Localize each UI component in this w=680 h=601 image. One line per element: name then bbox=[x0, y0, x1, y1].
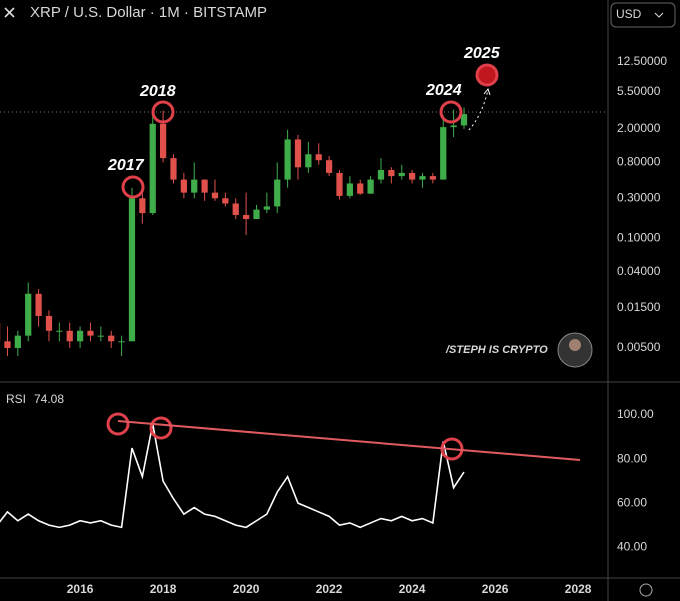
candle-body bbox=[315, 154, 322, 161]
x-tick-label: 2018 bbox=[150, 582, 177, 596]
x-tick-label: 2016 bbox=[67, 582, 94, 596]
candle-body bbox=[450, 125, 457, 128]
rsi-tick-label: 60.00 bbox=[617, 495, 647, 509]
candle-body bbox=[325, 160, 333, 173]
candle-body bbox=[357, 183, 364, 194]
candle-body bbox=[76, 330, 84, 342]
annotation-label: 2018 bbox=[139, 83, 176, 100]
y-tick-label: 2.00000 bbox=[617, 121, 661, 135]
candle-body bbox=[398, 172, 405, 177]
candle-body bbox=[284, 139, 291, 180]
y-tick-label: 0.10000 bbox=[617, 231, 661, 245]
candle-body bbox=[87, 330, 94, 336]
candle-body bbox=[180, 179, 187, 193]
chart-title: XRP / U.S. Dollar · 1M · BITSTAMP bbox=[30, 4, 267, 21]
x-tick-label: 2026 bbox=[482, 582, 509, 596]
currency-select[interactable] bbox=[610, 2, 676, 28]
candle-body bbox=[232, 203, 239, 215]
annotation-label: 2024 bbox=[425, 82, 462, 99]
candle-body bbox=[346, 183, 353, 196]
candle-body bbox=[25, 293, 32, 336]
candle-body bbox=[139, 198, 146, 214]
watermark: /STEPH IS CRYPTO bbox=[445, 344, 548, 356]
rsi-legend-value: 74.08 bbox=[34, 392, 64, 406]
arrow-head bbox=[483, 87, 491, 96]
avatar-face bbox=[569, 339, 581, 351]
rsi-line bbox=[0, 423, 465, 529]
candle-body bbox=[242, 214, 250, 220]
annotation-circles bbox=[106, 100, 464, 461]
candle-body bbox=[377, 170, 385, 180]
y-tick-label: 12.50000 bbox=[617, 54, 667, 68]
candle-body bbox=[159, 123, 167, 159]
candle-body bbox=[14, 335, 21, 348]
settings-icon[interactable] bbox=[639, 583, 653, 597]
candle-body bbox=[170, 158, 177, 180]
projection-arrow bbox=[468, 89, 489, 131]
x-tick-label: 2022 bbox=[316, 582, 343, 596]
candle-body bbox=[429, 176, 436, 180]
x-tick-label: 2024 bbox=[399, 582, 426, 596]
y-tick-label: 0.00500 bbox=[617, 340, 661, 354]
candle-body bbox=[66, 330, 73, 342]
candle-body bbox=[440, 127, 447, 180]
y-tick-label: 0.01500 bbox=[617, 300, 661, 314]
y-tick-label: 0.80000 bbox=[617, 155, 661, 169]
rsi-tick-label: 80.00 bbox=[617, 451, 647, 465]
candle-body bbox=[388, 170, 395, 177]
x-tick-label: 2020 bbox=[233, 582, 260, 596]
dropdown-arrow bbox=[654, 12, 664, 18]
candle-body bbox=[97, 335, 104, 337]
candle-body bbox=[35, 293, 42, 316]
candle-body bbox=[263, 206, 270, 210]
candle-body bbox=[118, 341, 125, 343]
candle-body bbox=[128, 198, 136, 342]
candle-body bbox=[253, 209, 260, 220]
annotation-label: 2025 bbox=[463, 45, 501, 62]
candle-body bbox=[56, 330, 63, 332]
rsi-legend-name: RSI bbox=[6, 392, 26, 406]
annotation-label: 2017 bbox=[107, 157, 145, 174]
candle-body bbox=[408, 172, 416, 180]
y-tick-label: 5.50000 bbox=[617, 84, 661, 98]
close-icon[interactable] bbox=[4, 7, 15, 18]
candle-body bbox=[222, 198, 229, 204]
currency-label: USD bbox=[616, 7, 642, 21]
rsi-tick-label: 100.00 bbox=[617, 407, 654, 421]
candle-body bbox=[108, 335, 115, 342]
candle-body bbox=[367, 179, 374, 194]
candle-body bbox=[419, 176, 426, 180]
candle-body bbox=[305, 154, 312, 168]
target-circle bbox=[475, 63, 499, 87]
y-tick-label: 0.30000 bbox=[617, 190, 661, 204]
candle-body bbox=[4, 341, 11, 348]
y-tick-label: 0.04000 bbox=[617, 264, 661, 278]
candle-body bbox=[149, 123, 156, 214]
rsi-tick-label: 40.00 bbox=[617, 539, 647, 553]
candle-body bbox=[294, 139, 302, 168]
candle-body bbox=[211, 192, 219, 199]
candle-body bbox=[191, 179, 198, 193]
candle-body bbox=[274, 179, 281, 207]
candle-body bbox=[201, 179, 208, 193]
trend-line bbox=[117, 420, 581, 461]
candle-body bbox=[460, 114, 468, 126]
candle-body bbox=[336, 172, 343, 196]
candle-body bbox=[45, 315, 53, 331]
x-tick-label: 2028 bbox=[565, 582, 592, 596]
